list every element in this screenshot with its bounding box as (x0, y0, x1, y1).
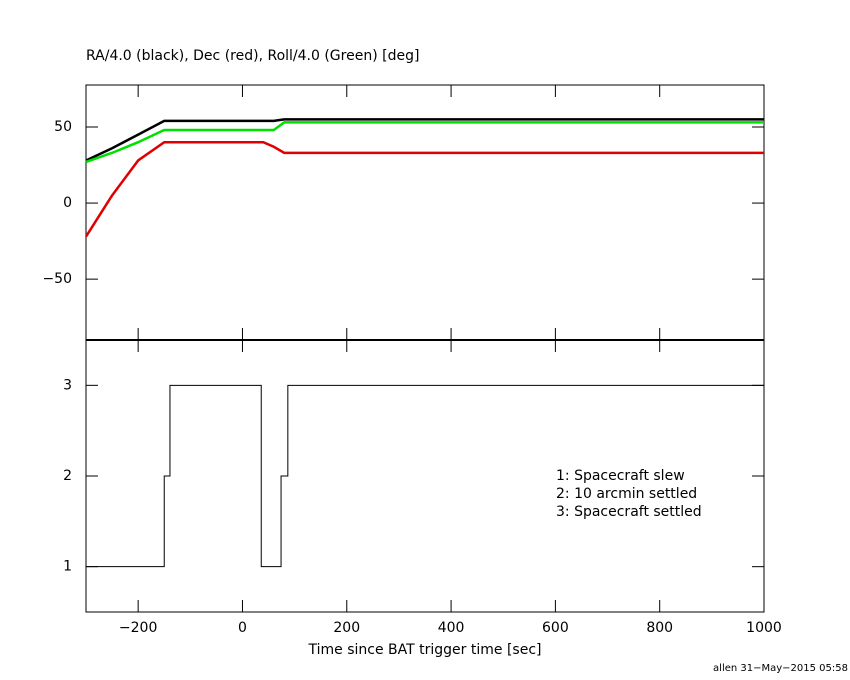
data-line (85, 118, 764, 162)
x-tick-label: 800 (646, 620, 673, 636)
y-tick-label: 0 (63, 195, 72, 211)
x-tick-label: 0 (238, 620, 247, 636)
data-line (86, 384, 764, 568)
y-tick-label: −50 (42, 271, 72, 287)
annotation: 1: Spacecraft slew (556, 468, 685, 484)
x-tick-label: 1000 (746, 620, 782, 636)
footer: allen 31−May−2015 05:58 (713, 663, 848, 674)
x-axis-label: Time since BAT trigger time [sec] (308, 642, 542, 658)
annotation: 3: Spacecraft settled (556, 504, 702, 520)
x-tick-label: −200 (119, 620, 157, 636)
chart-title: RA/4.0 (black), Dec (red), Roll/4.0 (Gre… (86, 48, 419, 64)
x-tick-label: 600 (542, 620, 569, 636)
x-tick-label: 400 (438, 620, 465, 636)
y-tick-label: 1 (63, 559, 72, 575)
annotation: 2: 10 arcmin settled (556, 486, 697, 502)
y-tick-label: 3 (63, 377, 72, 393)
y-tick-label: 50 (54, 119, 72, 135)
data-line (85, 121, 764, 164)
data-line (84, 140, 764, 238)
x-tick-label: 200 (333, 620, 360, 636)
y-tick-label: 2 (63, 468, 72, 484)
